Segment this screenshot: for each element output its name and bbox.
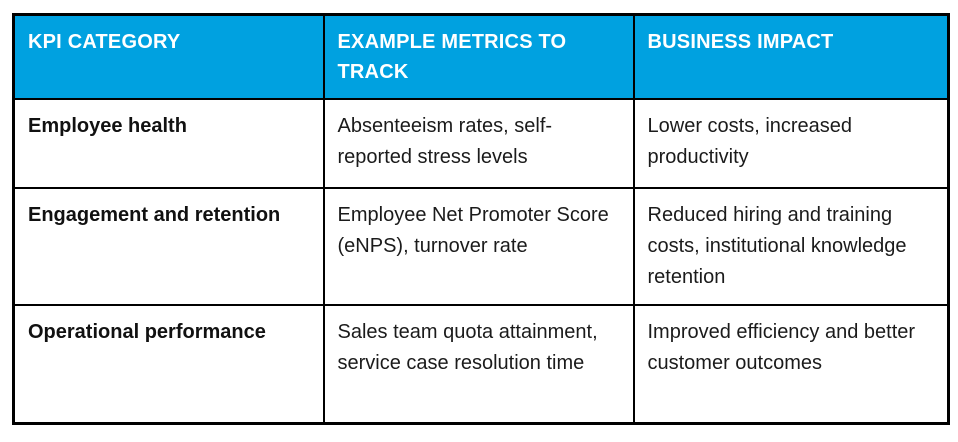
table-row-employee-health: Employee health Absenteeism rates, self-… — [12, 98, 950, 189]
table-row-operational-performance: Operational performance Sales team quota… — [12, 304, 950, 424]
cell-category: Operational performance — [12, 304, 325, 424]
header-example-metrics: EXAMPLE METRICS TO TRACK — [322, 13, 635, 100]
cell-category: Engagement and retention — [12, 187, 325, 306]
kpi-table-body: Employee health Absenteeism rates, self-… — [12, 98, 950, 424]
cell-impact: Improved efficiency and better customer … — [632, 304, 950, 424]
cell-metrics: Absenteeism rates, self-reported stress … — [322, 98, 635, 189]
header-business-impact: BUSINESS IMPACT — [632, 13, 950, 100]
cell-impact: Reduced hiring and training costs, insti… — [632, 187, 950, 306]
cell-impact: Lower costs, increased productivity — [632, 98, 950, 189]
header-row: KPI CATEGORY EXAMPLE METRICS TO TRACK BU… — [12, 13, 950, 100]
cell-metrics: Sales team quota attainment, service cas… — [322, 304, 635, 424]
kpi-table-header: KPI CATEGORY EXAMPLE METRICS TO TRACK BU… — [12, 13, 950, 100]
cell-metrics: Employee Net Promoter Score (eNPS), turn… — [322, 187, 635, 306]
header-kpi-category: KPI CATEGORY — [12, 13, 325, 100]
kpi-table: KPI CATEGORY EXAMPLE METRICS TO TRACK BU… — [12, 13, 950, 425]
cell-category: Employee health — [12, 98, 325, 189]
table-row-engagement-retention: Engagement and retention Employee Net Pr… — [12, 187, 950, 306]
